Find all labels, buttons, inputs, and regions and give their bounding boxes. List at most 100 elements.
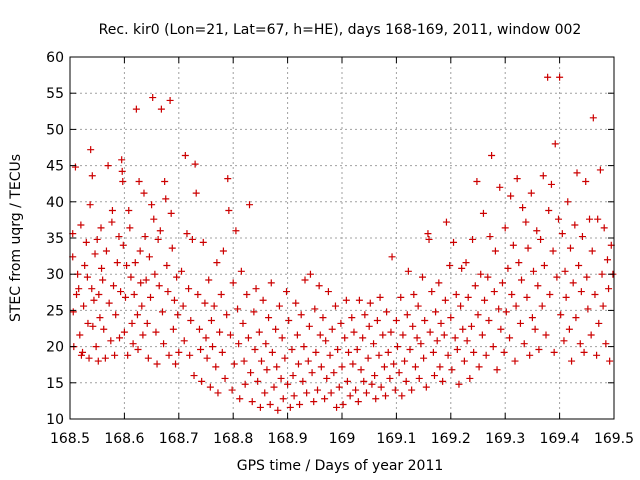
data-point xyxy=(256,403,264,411)
data-point xyxy=(477,270,485,278)
data-point xyxy=(321,395,329,403)
data-point xyxy=(201,299,209,307)
data-point xyxy=(140,189,148,197)
data-point xyxy=(192,189,200,197)
data-point xyxy=(426,328,434,336)
data-point xyxy=(84,319,92,327)
data-point xyxy=(498,279,506,287)
data-point xyxy=(380,363,388,371)
data-point xyxy=(263,366,271,374)
data-point xyxy=(440,331,448,339)
data-point xyxy=(436,363,444,371)
data-point xyxy=(558,230,566,238)
data-point xyxy=(134,345,142,353)
data-point xyxy=(343,377,351,385)
data-point xyxy=(582,178,590,186)
data-point xyxy=(564,198,572,206)
y-tick-label: 60 xyxy=(46,50,64,66)
y-tick-label: 50 xyxy=(46,122,64,138)
data-point xyxy=(588,247,596,255)
x-tick-label: 169.1 xyxy=(376,431,416,447)
data-point xyxy=(257,357,265,365)
y-tick-label: 35 xyxy=(46,231,64,247)
data-point xyxy=(85,354,93,362)
data-point xyxy=(266,401,274,409)
data-point xyxy=(466,374,474,382)
data-point xyxy=(429,348,437,356)
data-point xyxy=(377,383,385,391)
data-point xyxy=(152,328,160,336)
data-point xyxy=(239,319,247,327)
data-point xyxy=(317,363,325,371)
data-point xyxy=(212,363,220,371)
y-axis-label: STEC from uqrg / TECUs xyxy=(8,154,24,322)
data-point xyxy=(241,380,249,388)
data-point xyxy=(267,279,275,287)
data-point xyxy=(333,403,341,411)
data-point xyxy=(549,247,557,255)
data-point xyxy=(516,319,524,327)
data-point xyxy=(573,169,581,177)
data-point xyxy=(300,343,308,351)
data-point xyxy=(398,392,406,400)
data-point xyxy=(153,360,161,368)
data-point xyxy=(234,305,242,313)
data-point xyxy=(450,238,458,246)
data-point xyxy=(289,372,297,380)
data-point xyxy=(502,308,510,316)
data-point xyxy=(330,369,338,377)
data-point xyxy=(104,162,112,170)
data-point xyxy=(123,262,131,270)
data-point xyxy=(512,302,520,310)
data-point xyxy=(286,403,294,411)
data-point xyxy=(178,267,186,275)
data-point xyxy=(301,276,309,284)
data-point xyxy=(166,96,174,104)
data-point xyxy=(488,151,496,159)
data-point xyxy=(221,374,229,382)
data-point xyxy=(376,293,384,301)
data-point xyxy=(417,340,425,348)
data-point xyxy=(164,288,172,296)
data-point xyxy=(522,218,530,226)
data-point xyxy=(281,354,289,362)
data-point xyxy=(250,308,258,316)
data-point xyxy=(112,311,120,319)
x-tick-label: 168.6 xyxy=(104,431,144,447)
data-point xyxy=(360,377,368,385)
data-point xyxy=(387,328,395,336)
data-point xyxy=(366,299,374,307)
data-point xyxy=(232,227,240,235)
data-point xyxy=(490,288,498,296)
y-tick-label: 25 xyxy=(46,303,64,319)
data-point xyxy=(464,293,472,301)
data-point xyxy=(163,262,171,270)
data-point xyxy=(475,363,483,371)
data-point xyxy=(137,279,145,287)
data-point xyxy=(209,343,217,351)
data-point xyxy=(125,206,133,214)
data-point xyxy=(88,172,96,180)
data-point xyxy=(98,264,106,272)
data-point xyxy=(459,325,467,333)
data-point xyxy=(294,360,302,368)
data-point xyxy=(254,377,262,385)
data-point xyxy=(216,328,224,336)
data-point xyxy=(131,259,139,267)
data-point xyxy=(71,163,79,171)
data-point xyxy=(469,235,477,243)
data-point xyxy=(544,73,552,81)
data-point xyxy=(135,178,143,186)
y-tick-label: 55 xyxy=(46,86,64,102)
data-point xyxy=(101,354,109,362)
data-point xyxy=(481,296,489,304)
data-point xyxy=(572,314,580,322)
data-point xyxy=(194,290,202,298)
data-point xyxy=(316,331,324,339)
data-point xyxy=(557,311,565,319)
data-point xyxy=(297,311,305,319)
data-point xyxy=(156,227,164,235)
data-point xyxy=(303,389,311,397)
data-point xyxy=(310,398,318,406)
data-point xyxy=(133,311,141,319)
